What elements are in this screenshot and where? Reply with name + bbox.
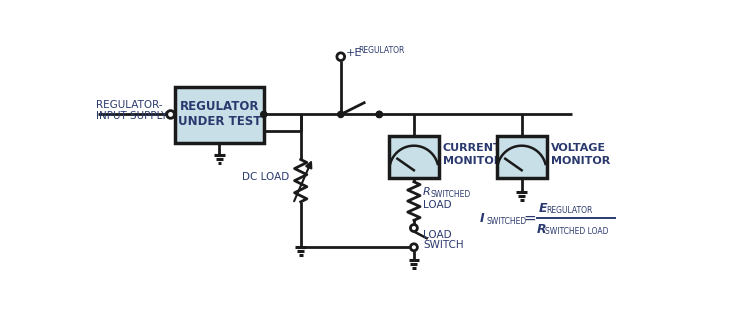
Text: REGULATOR: REGULATOR <box>180 100 259 113</box>
Text: INPUT SUPPLY: INPUT SUPPLY <box>96 111 167 121</box>
Circle shape <box>411 225 417 232</box>
Bar <box>389 136 439 178</box>
Text: MONITOR: MONITOR <box>551 156 610 166</box>
Text: VOLTAGE: VOLTAGE <box>551 143 606 153</box>
Bar <box>497 136 547 178</box>
Circle shape <box>411 244 417 251</box>
Circle shape <box>376 111 383 118</box>
Text: REGULATOR: REGULATOR <box>546 206 593 215</box>
Text: =: = <box>523 211 536 226</box>
Text: SWITCHED: SWITCHED <box>486 217 527 226</box>
Circle shape <box>337 53 345 61</box>
Text: SWITCH: SWITCH <box>423 240 464 250</box>
Circle shape <box>376 111 383 118</box>
Text: +E: +E <box>346 48 362 58</box>
Text: UNDER TEST: UNDER TEST <box>178 115 261 128</box>
Bar <box>389 136 439 178</box>
Text: LOAD: LOAD <box>423 200 451 210</box>
Bar <box>497 136 547 178</box>
Text: SWITCHED: SWITCHED <box>430 190 471 199</box>
Text: R: R <box>423 187 431 197</box>
Text: R: R <box>537 223 547 236</box>
Circle shape <box>166 110 175 118</box>
Text: MONITOR: MONITOR <box>443 156 502 166</box>
Text: LOAD: LOAD <box>423 230 451 240</box>
Text: REGULATOR: REGULATOR <box>358 46 405 55</box>
Text: CURRENT: CURRENT <box>443 143 502 153</box>
Circle shape <box>337 111 344 118</box>
Text: I: I <box>480 212 484 225</box>
Text: SWITCHED LOAD: SWITCHED LOAD <box>545 227 608 236</box>
Text: E: E <box>539 202 547 215</box>
Bar <box>175 87 263 143</box>
Circle shape <box>260 111 267 118</box>
Text: REGULATOR-: REGULATOR- <box>96 100 163 110</box>
Text: DC LOAD: DC LOAD <box>242 172 289 182</box>
